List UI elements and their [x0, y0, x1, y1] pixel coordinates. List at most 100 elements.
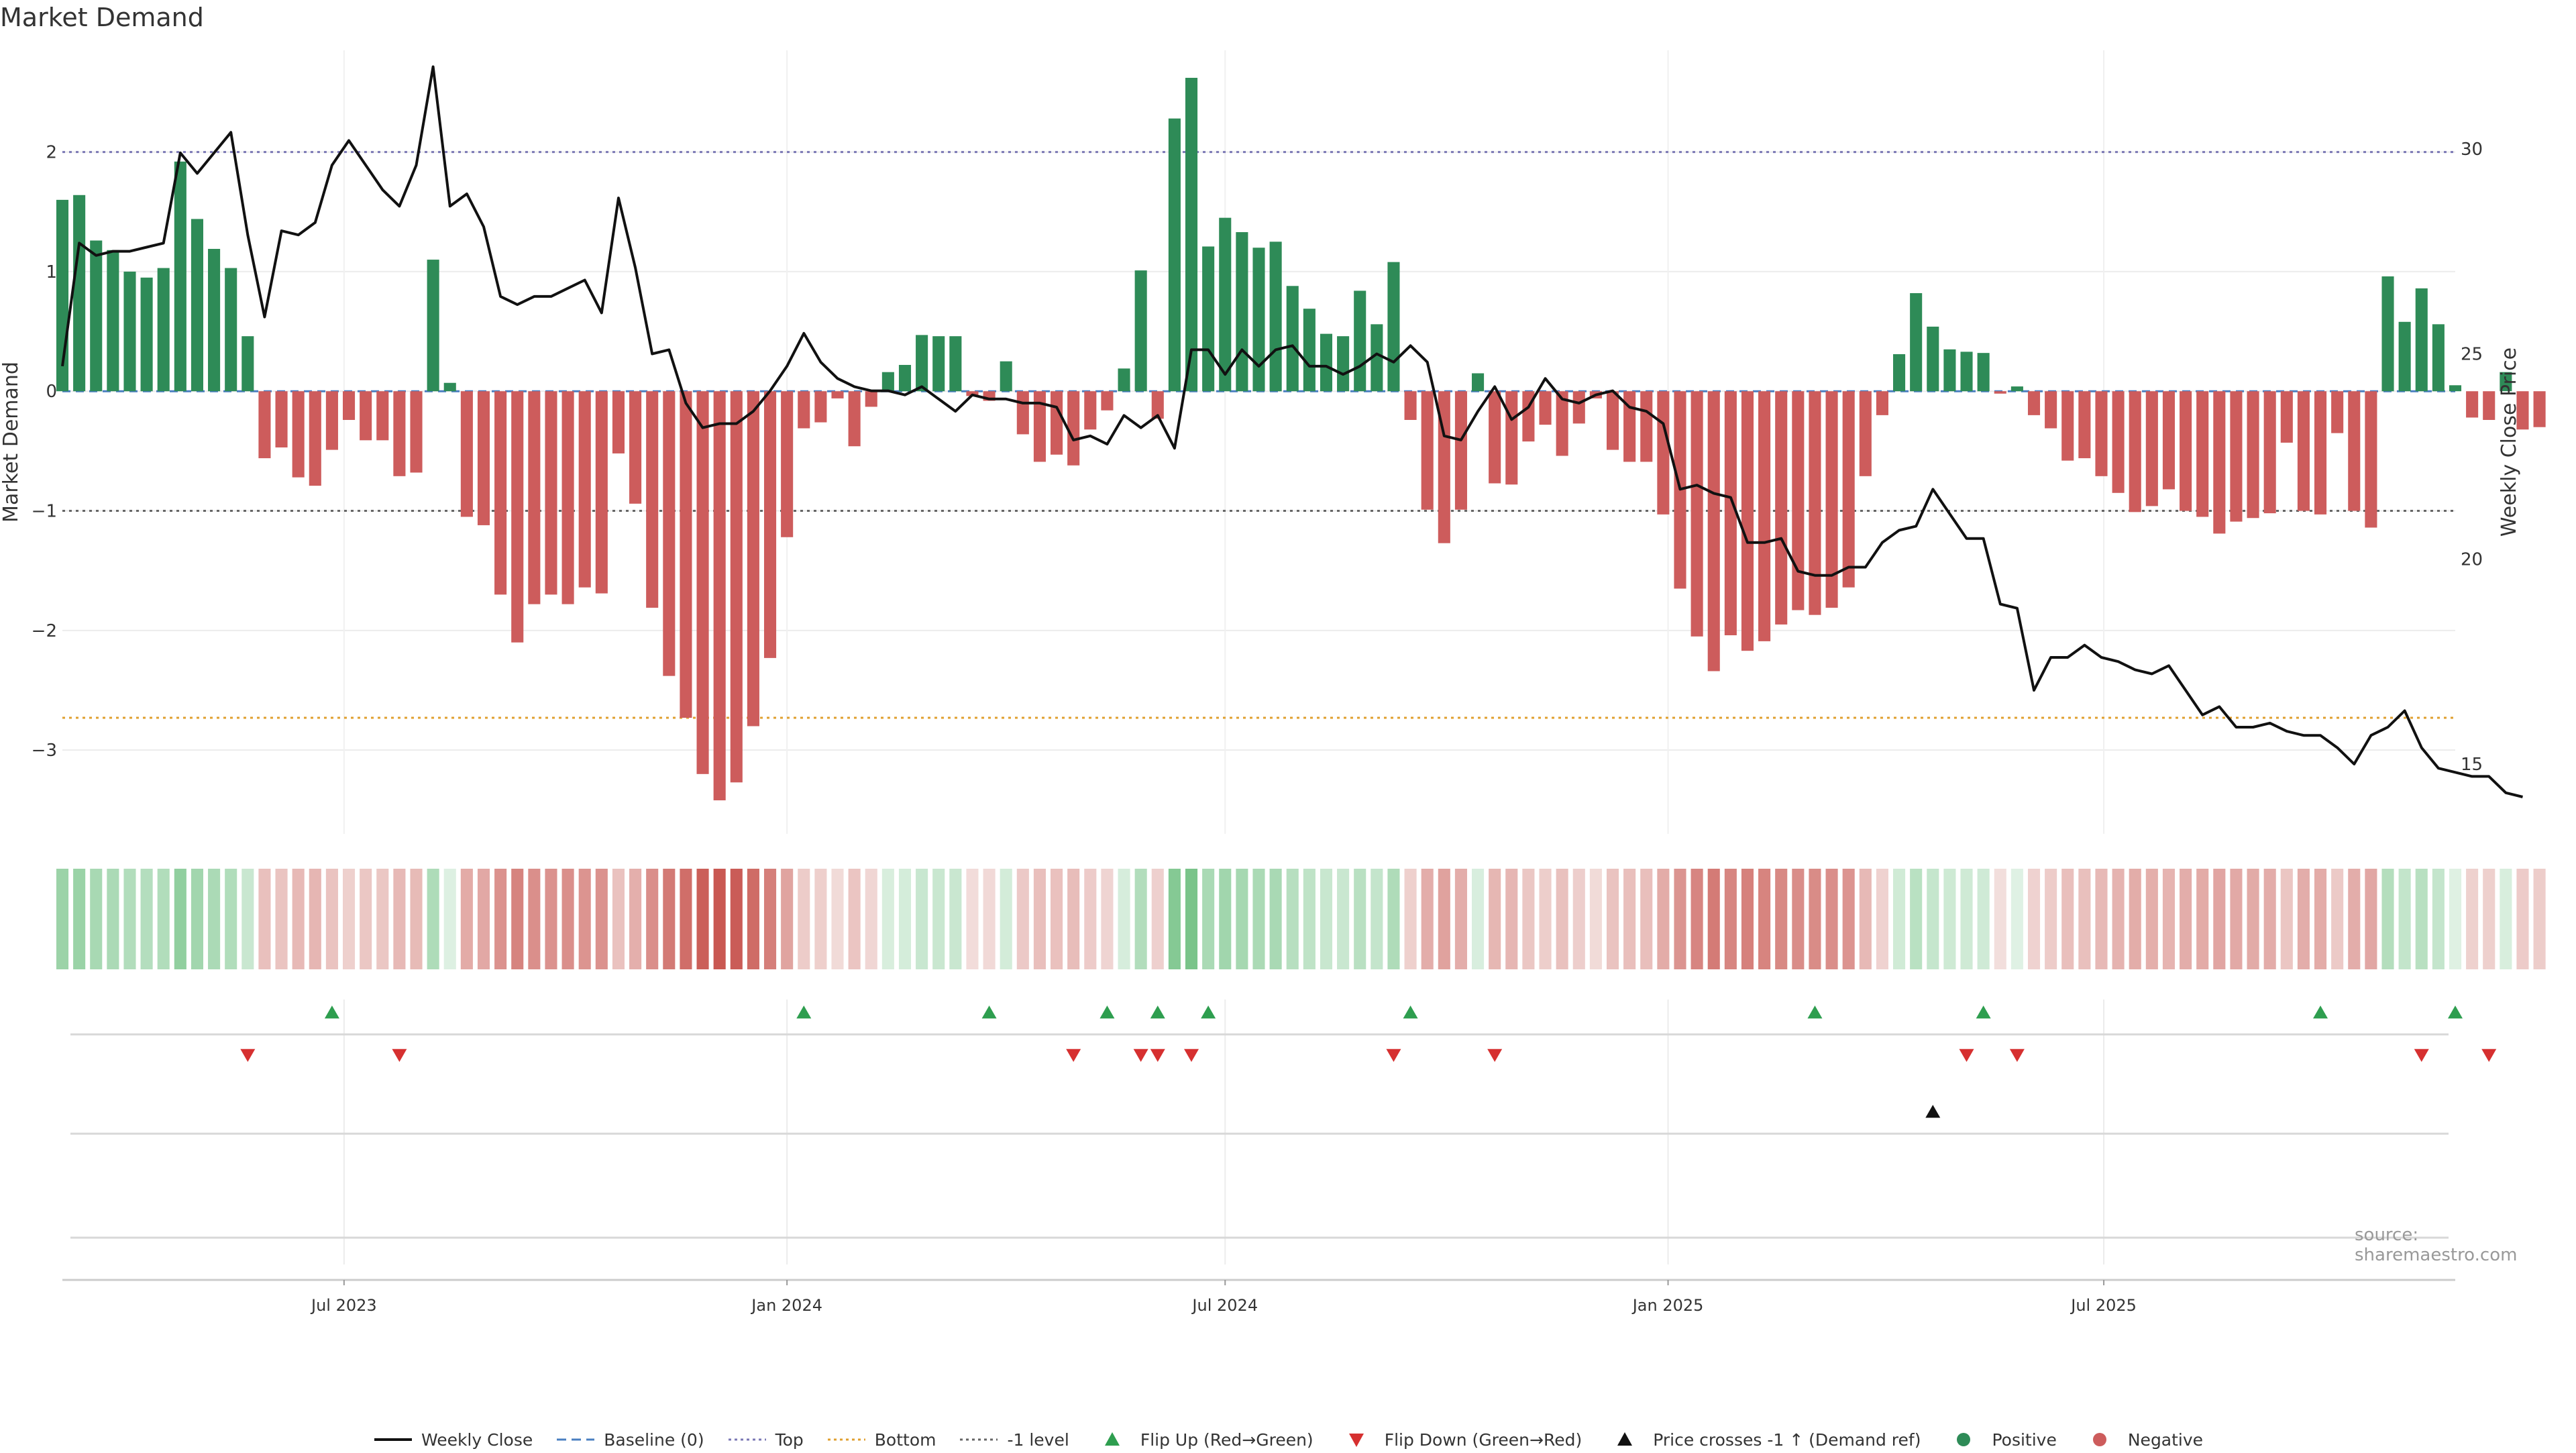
heat-cell	[191, 869, 204, 969]
heat-cell	[763, 869, 777, 969]
heat-cell	[2381, 869, 2394, 969]
legend-item-weekly_close: Weekly Close	[373, 1430, 533, 1450]
flip-down-marker	[1066, 1048, 1081, 1062]
triangle-up-icon	[1104, 1432, 1120, 1446]
demand-bar	[1606, 391, 1619, 450]
demand-bar	[1505, 391, 1518, 485]
demand-bar	[1927, 326, 1939, 392]
grid-layer	[62, 50, 2455, 1264]
demand-bar	[2449, 385, 2462, 392]
heat-cell	[241, 869, 254, 969]
heat-cell	[2280, 869, 2293, 969]
legend-item-negative: Negative	[2080, 1430, 2203, 1450]
flip-down-marker	[1487, 1048, 1503, 1062]
demand-bars	[56, 78, 2546, 801]
demand-bar	[2180, 391, 2192, 511]
heat-cell	[1606, 869, 1619, 969]
demand-bar	[73, 195, 86, 392]
demand-bar	[410, 391, 423, 473]
demand-bar	[916, 335, 928, 392]
demand-bar	[1421, 391, 1434, 510]
demand-bar	[1977, 353, 1990, 392]
demand-bar	[2247, 391, 2259, 519]
heat-cell	[2432, 869, 2445, 969]
legend: Weekly Close Baseline (0) Top Bottom -1 leve…	[0, 1426, 2576, 1453]
demand-bar	[494, 391, 507, 595]
heat-cell	[208, 869, 221, 969]
heat-cell	[107, 869, 119, 969]
demand-bar	[1960, 352, 1973, 392]
heat-cell	[494, 869, 507, 969]
demand-bar	[1741, 391, 1754, 651]
heat-cell	[663, 869, 676, 969]
demand-bar	[2365, 391, 2377, 528]
demand-bar	[2112, 391, 2125, 493]
legend-item-baseline: Baseline (0)	[555, 1430, 704, 1450]
legend-item-bottom: Bottom	[826, 1430, 936, 1450]
heat-cell	[1556, 869, 1568, 969]
demand-bar	[1640, 391, 1653, 462]
heat-cell	[1893, 869, 1906, 969]
demand-bar	[309, 391, 321, 486]
demand-bar	[1775, 391, 1788, 625]
legend-label: -1 level	[1007, 1430, 1069, 1450]
heat-cell	[781, 869, 794, 969]
heat-cell	[2045, 869, 2057, 969]
heat-cell	[1202, 869, 1215, 969]
heat-cell	[528, 869, 541, 969]
heat-cell	[360, 869, 372, 969]
heat-cell	[680, 869, 692, 969]
heat-cell	[814, 869, 827, 969]
heat-cell	[2027, 869, 2041, 969]
heat-cell	[2095, 869, 2108, 969]
heat-cell	[1522, 869, 1535, 969]
heat-cell	[898, 869, 912, 969]
heat-cell	[2180, 869, 2192, 969]
demand-bar	[325, 391, 338, 450]
flip-up-marker	[981, 1006, 997, 1019]
heat-cell	[2314, 869, 2327, 969]
heat-cell	[1741, 869, 1754, 969]
demand-bar	[578, 391, 591, 588]
heat-cell	[157, 869, 170, 969]
flip-up-marker	[1403, 1006, 1418, 1019]
heat-cell	[2449, 869, 2462, 969]
heat-cell	[1943, 869, 1956, 969]
dotted-line-icon	[728, 1438, 766, 1441]
heat-cell	[1168, 869, 1181, 969]
flip-down-marker	[1133, 1048, 1148, 1062]
heat-cell	[1724, 869, 1737, 969]
demand-bar	[427, 260, 439, 392]
heat-cell	[1118, 869, 1130, 969]
demand-bar	[1151, 391, 1164, 419]
demand-bar	[1724, 391, 1737, 635]
flip-down-marker	[2481, 1048, 2497, 1062]
demand-bar	[292, 391, 305, 478]
heat-cell	[545, 869, 557, 969]
demand-bar	[511, 391, 524, 643]
heat-cell	[477, 869, 490, 969]
source-note: source: sharemaestro.com	[2355, 1225, 2518, 1265]
y-tick-label: −2	[32, 621, 57, 641]
heat-cell	[1303, 869, 1316, 969]
demand-bar	[443, 382, 456, 392]
heat-cell	[713, 869, 726, 969]
legend-label: Top	[775, 1430, 804, 1450]
heat-cell	[1134, 869, 1147, 969]
legend-label: Weekly Close	[421, 1430, 533, 1450]
heat-cell	[1454, 869, 1467, 969]
heat-cell	[1084, 869, 1097, 969]
heat-cell	[2297, 869, 2310, 969]
demand-bar	[781, 391, 794, 537]
heat-cell	[1859, 869, 1872, 969]
chart-title: Market Demand	[0, 3, 204, 32]
x-tick-label: Jul 2024	[1191, 1296, 1258, 1315]
demand-bar	[2297, 391, 2310, 511]
legend-label: Bottom	[874, 1430, 936, 1450]
heat-cell	[1910, 869, 1923, 969]
demand-bar	[1051, 391, 1063, 455]
heat-cell	[1927, 869, 1939, 969]
heat-cell	[2263, 869, 2276, 969]
heat-cell	[595, 869, 608, 969]
heat-cell	[1371, 869, 1383, 969]
